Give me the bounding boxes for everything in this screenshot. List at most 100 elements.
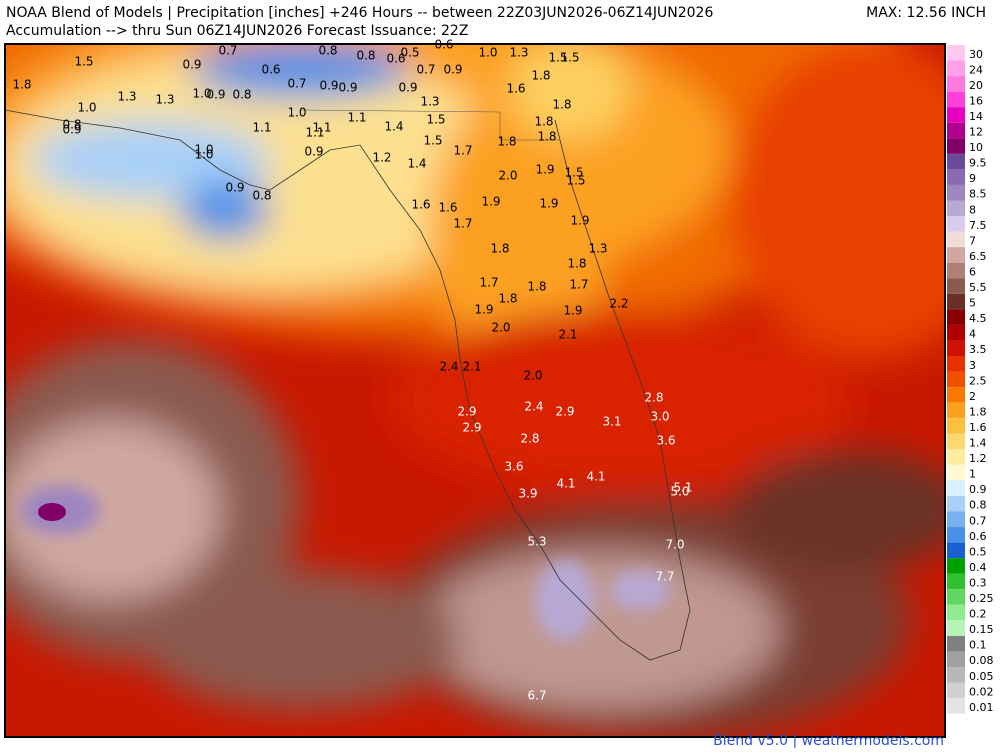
station-value: 2.1	[558, 328, 577, 342]
colorbar-swatch	[947, 651, 965, 667]
station-value: 1.0	[194, 143, 213, 157]
colorbar-swatch	[947, 698, 965, 714]
colorbar-swatch	[947, 573, 965, 590]
station-value: 1.6	[506, 82, 525, 96]
station-value: 0.9	[182, 58, 201, 72]
colorbar-swatch	[947, 418, 965, 434]
station-value: 1.0	[287, 106, 306, 120]
colorbar-label: 0.02	[969, 685, 994, 698]
colorbar-label: 0.6	[969, 530, 987, 543]
colorbar-label: 0.4	[969, 561, 987, 574]
station-value: 1.8	[498, 292, 517, 306]
station-value: 4.1	[586, 470, 605, 484]
station-value: 0.6	[261, 63, 280, 77]
colorbar-label: 12	[969, 126, 983, 139]
colorbar-swatch	[947, 231, 965, 248]
station-value: 5.1	[673, 481, 692, 495]
colorbar-swatch	[947, 340, 965, 356]
colorbar-label: 30	[969, 48, 983, 61]
colorbar-swatch	[947, 620, 965, 636]
station-value: 3.6	[656, 434, 675, 448]
station-value: 1.1	[347, 111, 366, 125]
station-value: 3.1	[602, 415, 621, 429]
colorbar-label: 0.3	[969, 576, 987, 589]
colorbar-swatch	[947, 293, 965, 310]
colorbar-swatch	[947, 527, 965, 543]
station-value: 1.3	[117, 90, 136, 104]
station-value: 0.9	[319, 79, 338, 93]
footer-credit: Blend v5.0 | weathermodels.com	[713, 733, 944, 749]
station-value: 2.4	[439, 360, 458, 374]
station-value: 1.4	[384, 120, 403, 134]
colorbar-swatch	[947, 449, 965, 465]
station-value: 1.8	[552, 98, 571, 112]
station-value: 1.5	[423, 134, 442, 148]
colorbar-label: 7	[969, 234, 976, 247]
station-value: 1.9	[539, 197, 558, 211]
colorbar-swatch	[947, 542, 965, 559]
colorbar-swatch	[947, 589, 965, 605]
station-value: 1.3	[420, 95, 439, 109]
station-value: 0.6	[434, 38, 453, 52]
station-value: 0.9	[398, 81, 417, 95]
station-value: 0.5	[400, 46, 419, 60]
colorbar-label: 16	[969, 94, 983, 107]
colorbar-label: 1.4	[969, 437, 987, 450]
colorbar-swatch	[947, 309, 965, 325]
colorbar-swatch	[947, 184, 965, 201]
colorbar-label: 4	[969, 328, 976, 341]
subtitle: Accumulation --> thru Sun 06Z14JUN2026 F…	[6, 23, 468, 39]
colorbar-swatch	[947, 76, 965, 92]
station-value: 1.1	[312, 121, 331, 135]
station-value: 2.0	[491, 321, 510, 335]
colorbar-label: 6.5	[969, 250, 987, 263]
colorbar-swatch	[947, 122, 965, 139]
colorbar-label: 9.5	[969, 157, 987, 170]
colorbar-swatch	[947, 262, 965, 279]
station-value: 2.1	[462, 360, 481, 374]
colorbar-label: 3.5	[969, 343, 987, 356]
colorbar-label: 2	[969, 390, 976, 403]
station-value: 2.9	[462, 421, 481, 435]
station-value: 0.9	[443, 63, 462, 77]
station-value: 0.9	[225, 181, 244, 195]
colorbar-swatch	[947, 45, 965, 61]
colorbar-swatch	[947, 216, 965, 232]
colorbar-swatch	[947, 604, 965, 621]
colorbar-label: 9	[969, 172, 976, 185]
station-value: 7.7	[655, 570, 674, 584]
colorbar-label: 20	[969, 79, 983, 92]
station-value: 3.0	[650, 410, 669, 424]
colorbar-swatch	[947, 635, 965, 652]
station-value: 1.6	[411, 198, 430, 212]
colorbar-label: 0.2	[969, 608, 987, 621]
max-value: MAX: 12.56 INCH	[866, 5, 986, 21]
station-value: 1.9	[481, 195, 500, 209]
colorbar-label: 0.01	[969, 701, 994, 714]
colorbar-swatch	[947, 433, 965, 450]
colorbar-label: 6	[969, 265, 976, 278]
station-value: 1.5	[564, 166, 583, 180]
colorbar-label: 0.08	[969, 654, 994, 667]
colorbar-swatch	[947, 387, 965, 403]
station-value: 0.8	[318, 44, 337, 58]
station-value: 0.7	[287, 77, 306, 91]
station-value: 1.9	[563, 304, 582, 318]
colorbar-swatch	[947, 107, 965, 123]
colorbar-swatch	[947, 153, 965, 170]
station-value: 1.8	[12, 78, 31, 92]
station-value: 0.8	[252, 189, 271, 203]
station-value: 2.4	[524, 400, 543, 414]
colorbar-swatch	[947, 356, 965, 372]
station-value: 1.5	[548, 51, 567, 65]
station-value: 3.6	[504, 460, 523, 474]
colorbar-label: 0.25	[969, 592, 994, 605]
colorbar-label: 8	[969, 203, 976, 216]
station-value: 1.8	[531, 69, 550, 83]
colorbar-swatch	[947, 278, 965, 294]
station-value: 1.5	[560, 51, 579, 65]
colorbar-swatch	[947, 464, 965, 481]
station-value: 0.9	[338, 81, 357, 95]
